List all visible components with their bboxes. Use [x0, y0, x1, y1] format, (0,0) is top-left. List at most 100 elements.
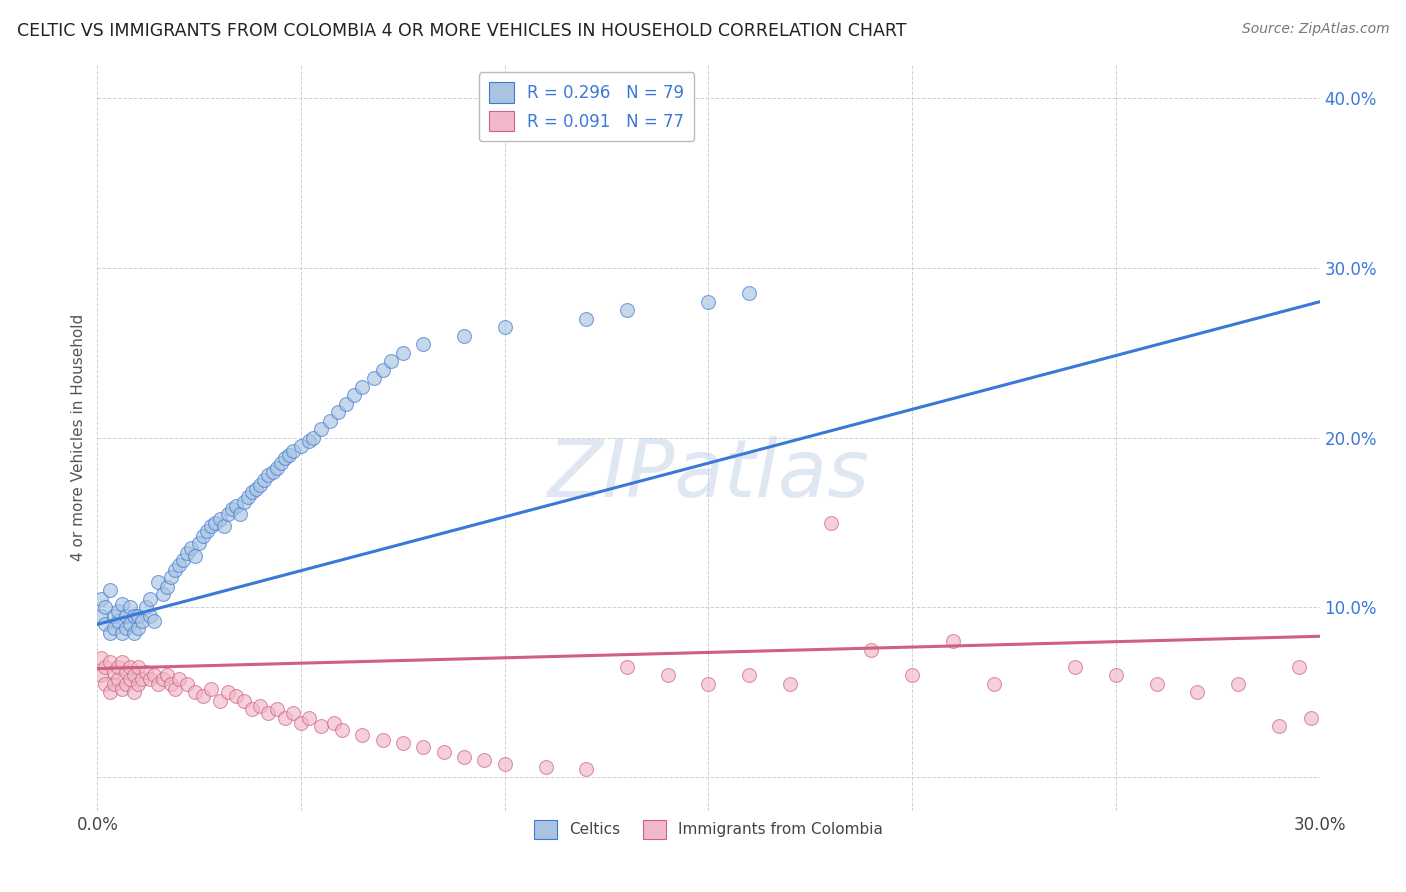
Point: [1288, 660, 1310, 674]
Point: [820, 516, 842, 530]
Point: [363, 371, 385, 385]
Point: [184, 685, 207, 699]
Point: [107, 614, 129, 628]
Point: [217, 507, 239, 521]
Point: [335, 397, 357, 411]
Point: [180, 541, 202, 555]
Point: [176, 546, 198, 560]
Point: [901, 668, 924, 682]
Point: [1301, 711, 1323, 725]
Legend: Celtics, Immigrants from Colombia: Celtics, Immigrants from Colombia: [527, 814, 889, 845]
Point: [298, 711, 321, 725]
Point: [779, 677, 801, 691]
Point: [167, 672, 190, 686]
Point: [221, 502, 243, 516]
Point: [163, 563, 186, 577]
Point: [122, 685, 145, 699]
Point: [266, 461, 288, 475]
Point: [176, 677, 198, 691]
Point: [392, 345, 415, 359]
Point: [281, 706, 304, 720]
Point: [90, 591, 112, 606]
Point: [249, 478, 271, 492]
Point: [139, 608, 162, 623]
Point: [103, 677, 125, 691]
Point: [118, 617, 141, 632]
Point: [131, 672, 153, 686]
Point: [98, 685, 121, 699]
Point: [266, 702, 288, 716]
Point: [90, 668, 112, 682]
Point: [1064, 660, 1087, 674]
Point: [94, 677, 117, 691]
Text: ZIPatlas: ZIPatlas: [547, 436, 869, 514]
Text: Source: ZipAtlas.com: Source: ZipAtlas.com: [1241, 22, 1389, 37]
Point: [204, 516, 226, 530]
Point: [195, 524, 218, 538]
Point: [281, 444, 304, 458]
Point: [942, 634, 965, 648]
Point: [257, 467, 280, 482]
Point: [277, 448, 299, 462]
Point: [115, 665, 138, 679]
Point: [371, 732, 394, 747]
Point: [253, 473, 276, 487]
Point: [118, 660, 141, 674]
Y-axis label: 4 or more Vehicles in Household: 4 or more Vehicles in Household: [72, 314, 86, 561]
Point: [697, 677, 720, 691]
Point: [115, 677, 138, 691]
Point: [412, 337, 434, 351]
Point: [534, 760, 557, 774]
Point: [90, 651, 112, 665]
Point: [118, 600, 141, 615]
Point: [274, 711, 297, 725]
Point: [330, 723, 353, 737]
Point: [1146, 677, 1168, 691]
Point: [115, 621, 138, 635]
Point: [131, 614, 153, 628]
Point: [494, 320, 516, 334]
Point: [453, 328, 475, 343]
Point: [1268, 719, 1291, 733]
Point: [474, 753, 496, 767]
Point: [98, 655, 121, 669]
Point: [311, 719, 333, 733]
Point: [155, 580, 177, 594]
Point: [318, 414, 340, 428]
Point: [225, 499, 247, 513]
Point: [159, 677, 181, 691]
Point: [127, 608, 149, 623]
Point: [122, 608, 145, 623]
Point: [352, 728, 374, 742]
Point: [155, 668, 177, 682]
Point: [225, 689, 247, 703]
Point: [290, 715, 312, 730]
Point: [107, 660, 129, 674]
Point: [208, 694, 231, 708]
Point: [257, 706, 280, 720]
Point: [152, 672, 174, 686]
Point: [172, 553, 194, 567]
Point: [371, 362, 394, 376]
Point: [159, 570, 181, 584]
Point: [103, 621, 125, 635]
Point: [122, 668, 145, 682]
Point: [143, 668, 166, 682]
Point: [122, 626, 145, 640]
Point: [135, 665, 157, 679]
Point: [657, 668, 679, 682]
Point: [326, 405, 349, 419]
Point: [240, 702, 263, 716]
Point: [311, 422, 333, 436]
Point: [143, 614, 166, 628]
Point: [98, 583, 121, 598]
Point: [115, 608, 138, 623]
Point: [152, 587, 174, 601]
Point: [262, 465, 284, 479]
Point: [200, 519, 222, 533]
Point: [127, 677, 149, 691]
Point: [494, 756, 516, 771]
Point: [163, 681, 186, 696]
Point: [103, 608, 125, 623]
Point: [298, 434, 321, 448]
